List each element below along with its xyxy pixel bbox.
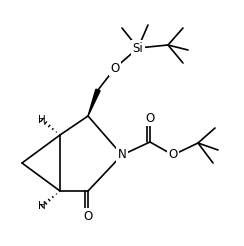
- Polygon shape: [88, 89, 100, 116]
- Text: H: H: [38, 201, 46, 211]
- Text: O: O: [168, 149, 178, 162]
- Text: N: N: [118, 149, 126, 162]
- Text: Si: Si: [133, 42, 143, 55]
- Text: O: O: [83, 210, 93, 222]
- Text: O: O: [145, 111, 155, 124]
- Text: O: O: [110, 62, 120, 75]
- Text: H: H: [38, 115, 46, 125]
